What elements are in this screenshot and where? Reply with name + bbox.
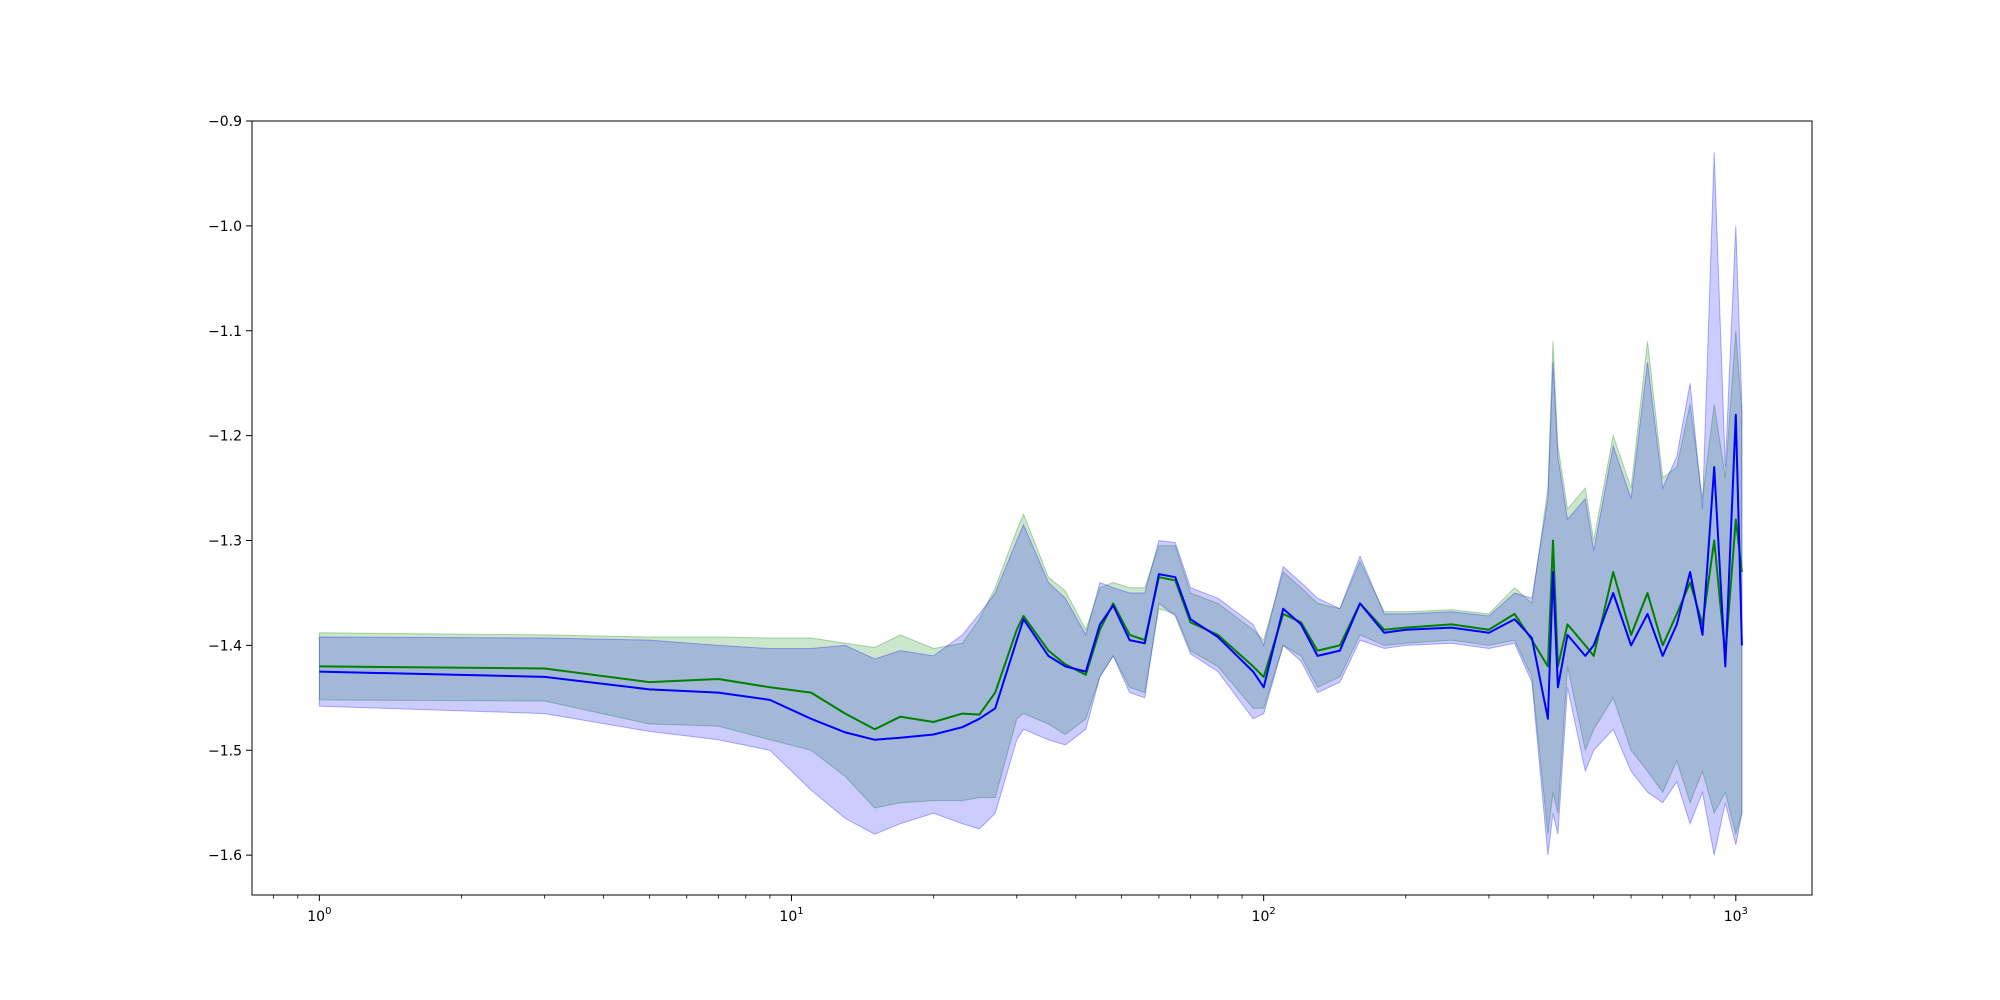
y-tick-label: −1.0 [208,219,242,235]
y-tick-label: −1.5 [208,743,242,759]
x-tick-label: 101 [779,906,803,925]
confidence-bands [318,152,1743,856]
axes-frame [251,120,1813,896]
series-1-band [318,330,1743,837]
x-tick-label: 100 [307,906,331,925]
x-axis-ticks: 100 101 102 103 [273,895,1748,925]
series-2-line [319,413,1743,741]
y-axis-ticks: −0.9 −1.0 −1.1 −1.2 −1.3 −1.4 −1.5 −1.6 [208,114,252,864]
y-tick-label: −1.3 [208,534,242,550]
y-tick-label: −1.1 [208,324,242,340]
series-lines [319,413,1743,741]
y-tick-label: −1.2 [208,429,242,445]
y-tick-label: −1.4 [208,638,242,654]
y-tick-label: −1.6 [208,848,242,864]
x-tick-label: 103 [1724,906,1748,925]
x-tick-label: 102 [1252,906,1276,925]
y-tick-label: −0.9 [208,114,242,130]
series-2-band [318,152,1743,856]
